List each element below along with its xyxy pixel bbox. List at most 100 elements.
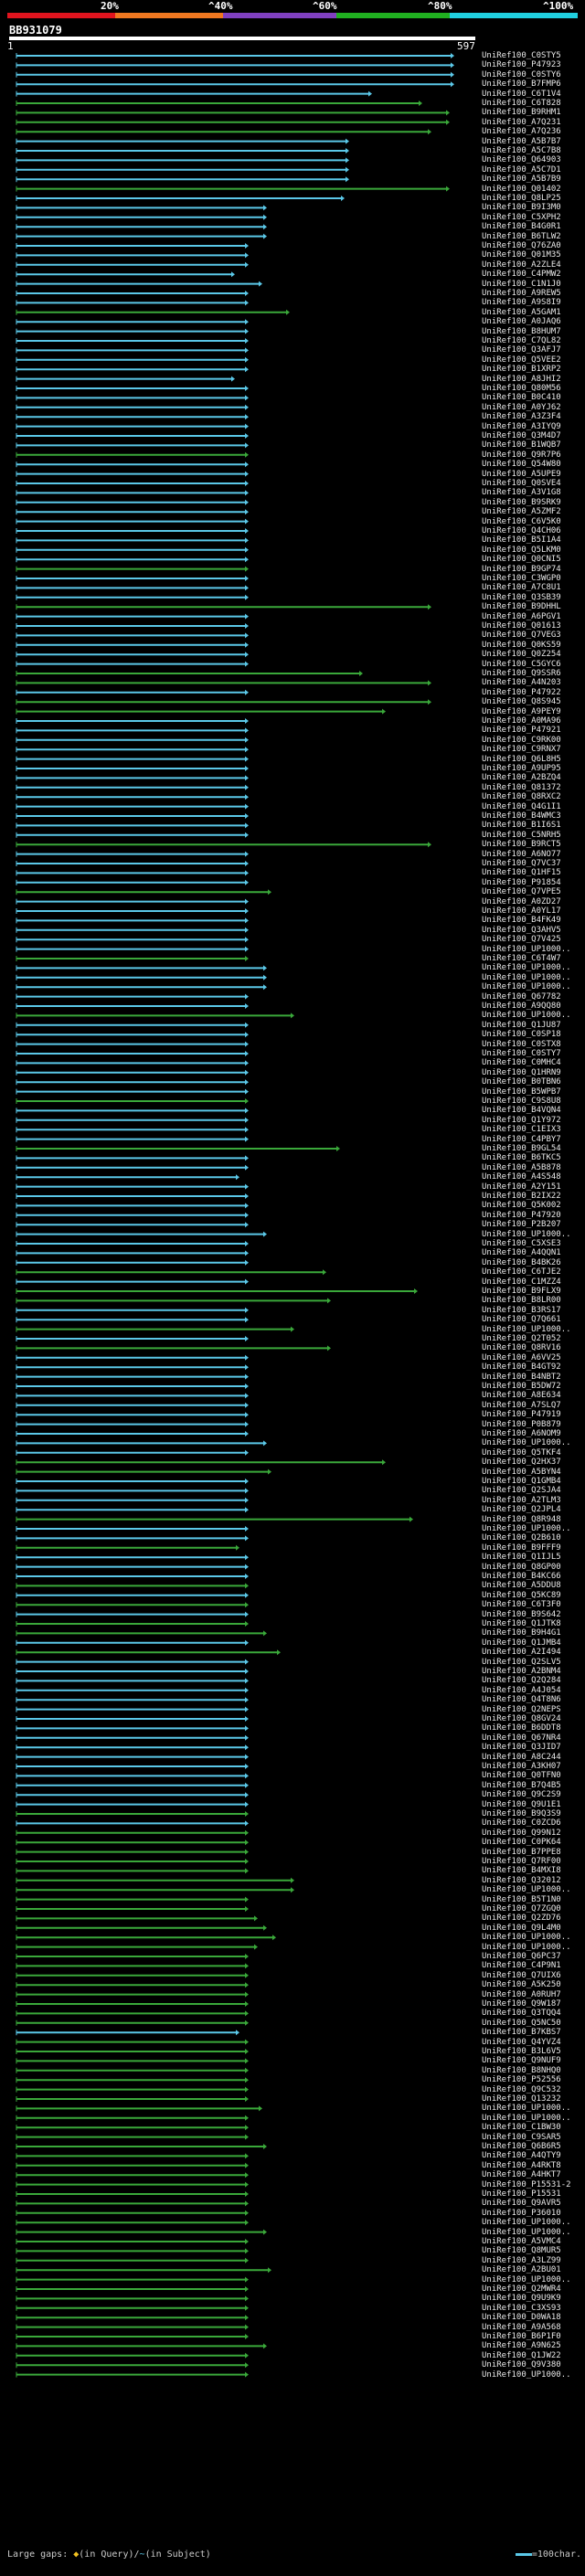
hit-label-148[interactable]: UniRef100_Q2HX37 — [482, 1458, 561, 1468]
hit-label-90[interactable]: UniRef100_A0YL17 — [482, 906, 561, 916]
hit-label-79[interactable]: UniRef100_Q4G1I1 — [482, 801, 561, 811]
hit-label-172[interactable]: UniRef100_A4J054 — [482, 1685, 561, 1695]
hit-label-18[interactable]: UniRef100_B4G0R1 — [482, 222, 561, 232]
hit-label-213[interactable]: UniRef100_P52556 — [482, 2075, 561, 2085]
hit-label-67[interactable]: UniRef100_P47922 — [482, 687, 561, 697]
hit-label-144[interactable]: UniRef100_P0B879 — [482, 1419, 561, 1429]
hit-label-151[interactable]: UniRef100_Q2SJA4 — [482, 1486, 561, 1496]
hit-label-140[interactable]: UniRef100_B5DW72 — [482, 1382, 561, 1391]
hit-label-154[interactable]: UniRef100_Q8R948 — [482, 1514, 561, 1524]
hit-label-199[interactable]: UniRef100_UP1000.. — [482, 1942, 571, 1952]
hit-label-147[interactable]: UniRef100_Q5TKF4 — [482, 1447, 561, 1458]
hit-label-182[interactable]: UniRef100_B7Q4B5 — [482, 1780, 561, 1790]
hit-label-36[interactable]: UniRef100_B0C410 — [482, 393, 561, 403]
hit-label-224[interactable]: UniRef100_P15531-2 — [482, 2179, 571, 2189]
hit-label-62[interactable]: UniRef100_Q0KS59 — [482, 640, 561, 650]
hit-label-126[interactable]: UniRef100_A4QQN1 — [482, 1248, 561, 1258]
hit-label-19[interactable]: UniRef100_B6TLW2 — [482, 231, 561, 241]
hit-label-106[interactable]: UniRef100_C0MHC4 — [482, 1058, 561, 1068]
hit-label-26[interactable]: UniRef100_A9S8I9 — [482, 298, 561, 308]
hit-label-84[interactable]: UniRef100_A6NO77 — [482, 849, 561, 859]
hit-label-235[interactable]: UniRef100_Q2MWR4 — [482, 2284, 561, 2294]
hit-label-193[interactable]: UniRef100_UP1000.. — [482, 1885, 571, 1895]
hit-label-119[interactable]: UniRef100_A2Y151 — [482, 1182, 561, 1192]
hit-label-197[interactable]: UniRef100_Q9L4M0 — [482, 1923, 561, 1933]
hit-label-56[interactable]: UniRef100_A7C8U1 — [482, 583, 561, 593]
hit-label-94[interactable]: UniRef100_UP1000.. — [482, 944, 571, 954]
hit-label-204[interactable]: UniRef100_A0RUH7 — [482, 1989, 561, 1999]
hit-label-205[interactable]: UniRef100_Q9W187 — [482, 1999, 561, 2009]
hit-label-45[interactable]: UniRef100_Q0SVE4 — [482, 479, 561, 488]
hit-label-103[interactable]: UniRef100_C0SP18 — [482, 1030, 561, 1040]
hit-label-127[interactable]: UniRef100_B4BK26 — [482, 1257, 561, 1267]
hit-label-104[interactable]: UniRef100_C0STX8 — [482, 1039, 561, 1049]
hit-label-191[interactable]: UniRef100_B4MXI8 — [482, 1866, 561, 1876]
hit-label-112[interactable]: UniRef100_Q1Y972 — [482, 1115, 561, 1125]
hit-label-198[interactable]: UniRef100_UP1000.. — [482, 1933, 571, 1943]
hit-label-138[interactable]: UniRef100_B4GT92 — [482, 1362, 561, 1373]
hit-label-152[interactable]: UniRef100_A2TLM3 — [482, 1495, 561, 1505]
hit-label-42[interactable]: UniRef100_Q9R7P6 — [482, 450, 561, 460]
hit-label-31[interactable]: UniRef100_Q3AFJ7 — [482, 345, 561, 355]
hit-label-91[interactable]: UniRef100_B4FK49 — [482, 916, 561, 926]
hit-label-149[interactable]: UniRef100_A5BYN4 — [482, 1467, 561, 1477]
hit-label-237[interactable]: UniRef100_C3XS93 — [482, 2303, 561, 2313]
hit-label-156[interactable]: UniRef100_Q2B610 — [482, 1533, 561, 1543]
hit-label-24[interactable]: UniRef100_C1N1J0 — [482, 279, 561, 289]
hit-label-60[interactable]: UniRef100_Q01613 — [482, 621, 561, 631]
hit-label-174[interactable]: UniRef100_Q2NEPS — [482, 1704, 561, 1714]
hit-label-170[interactable]: UniRef100_A2BNM4 — [482, 1667, 561, 1676]
hit-label-130[interactable]: UniRef100_B9FLX9 — [482, 1287, 561, 1296]
hit-label-22[interactable]: UniRef100_A2ZLE4 — [482, 260, 561, 270]
hit-label-44[interactable]: UniRef100_A5UPE9 — [482, 469, 561, 479]
hit-label-118[interactable]: UniRef100_A4S548 — [482, 1172, 561, 1182]
hit-label-240[interactable]: UniRef100_B6P1F0 — [482, 2332, 561, 2341]
hit-label-194[interactable]: UniRef100_B5T1N0 — [482, 1894, 561, 1904]
hit-label-51[interactable]: UniRef100_B5I1A4 — [482, 535, 561, 546]
hit-label-132[interactable]: UniRef100_B3RS17 — [482, 1305, 561, 1315]
hit-label-203[interactable]: UniRef100_A5K250 — [482, 1980, 561, 1990]
hit-label-159[interactable]: UniRef100_Q8GP00 — [482, 1562, 561, 1572]
hit-label-181[interactable]: UniRef100_Q0TFN0 — [482, 1771, 561, 1781]
hit-label-243[interactable]: UniRef100_Q9V380 — [482, 2360, 561, 2370]
hit-label-162[interactable]: UniRef100_Q5KC89 — [482, 1590, 561, 1600]
hit-label-212[interactable]: UniRef100_B8NHQ0 — [482, 2065, 561, 2075]
hit-label-69[interactable]: UniRef100_A9PEY9 — [482, 706, 561, 716]
hit-label-206[interactable]: UniRef100_Q3TQQ4 — [482, 2009, 561, 2019]
hit-label-99[interactable]: UniRef100_Q67782 — [482, 991, 561, 1002]
hit-label-14[interactable]: UniRef100_Q01402 — [482, 184, 561, 194]
hit-label-129[interactable]: UniRef100_C1MZZ4 — [482, 1277, 561, 1287]
hit-label-108[interactable]: UniRef100_B0TBN6 — [482, 1077, 561, 1087]
hit-label-241[interactable]: UniRef100_A9N625 — [482, 2341, 561, 2351]
hit-label-17[interactable]: UniRef100_C5XPH2 — [482, 212, 561, 222]
hit-label-98[interactable]: UniRef100_UP1000.. — [482, 982, 571, 992]
hit-label-168[interactable]: UniRef100_A2I494 — [482, 1648, 561, 1658]
hit-label-15[interactable]: UniRef100_Q8LP25 — [482, 194, 561, 203]
hit-label-107[interactable]: UniRef100_Q1HRN9 — [482, 1067, 561, 1077]
hit-label-75[interactable]: UniRef100_A9UP95 — [482, 764, 561, 773]
hit-label-50[interactable]: UniRef100_Q4CH06 — [482, 526, 561, 535]
hit-label-180[interactable]: UniRef100_A3KH07 — [482, 1762, 561, 1771]
hit-label-186[interactable]: UniRef100_C0ZCD6 — [482, 1818, 561, 1829]
hit-label-125[interactable]: UniRef100_C5XSE3 — [482, 1239, 561, 1248]
hit-label-71[interactable]: UniRef100_P47921 — [482, 726, 561, 736]
hit-label-109[interactable]: UniRef100_B5WPB7 — [482, 1087, 561, 1097]
hit-label-43[interactable]: UniRef100_Q54W80 — [482, 460, 561, 470]
hit-label-231[interactable]: UniRef100_Q8MUR5 — [482, 2246, 561, 2256]
hit-label-160[interactable]: UniRef100_B4KC66 — [482, 1572, 561, 1581]
hit-label-58[interactable]: UniRef100_B9DHHL — [482, 602, 561, 612]
hit-label-187[interactable]: UniRef100_Q99N12 — [482, 1828, 561, 1838]
hit-label-113[interactable]: UniRef100_C1EIX3 — [482, 1125, 561, 1135]
hit-label-102[interactable]: UniRef100_Q1JU87 — [482, 1020, 561, 1030]
hit-label-220[interactable]: UniRef100_Q6B6R5 — [482, 2142, 561, 2151]
hit-label-7[interactable]: UniRef100_A7Q231 — [482, 117, 561, 127]
hit-label-201[interactable]: UniRef100_C4P9N1 — [482, 1961, 561, 1971]
hit-label-76[interactable]: UniRef100_A2BZQ4 — [482, 773, 561, 783]
hit-label-38[interactable]: UniRef100_A3Z3F4 — [482, 412, 561, 422]
hit-label-215[interactable]: UniRef100_Q13232 — [482, 2094, 561, 2104]
hit-label-179[interactable]: UniRef100_A8C244 — [482, 1752, 561, 1762]
hit-label-82[interactable]: UniRef100_C5NRH5 — [482, 830, 561, 840]
hit-label-28[interactable]: UniRef100_A0JAQ6 — [482, 317, 561, 327]
hit-label-101[interactable]: UniRef100_UP1000.. — [482, 1011, 571, 1021]
hit-label-210[interactable]: UniRef100_B3L6V5 — [482, 2047, 561, 2056]
